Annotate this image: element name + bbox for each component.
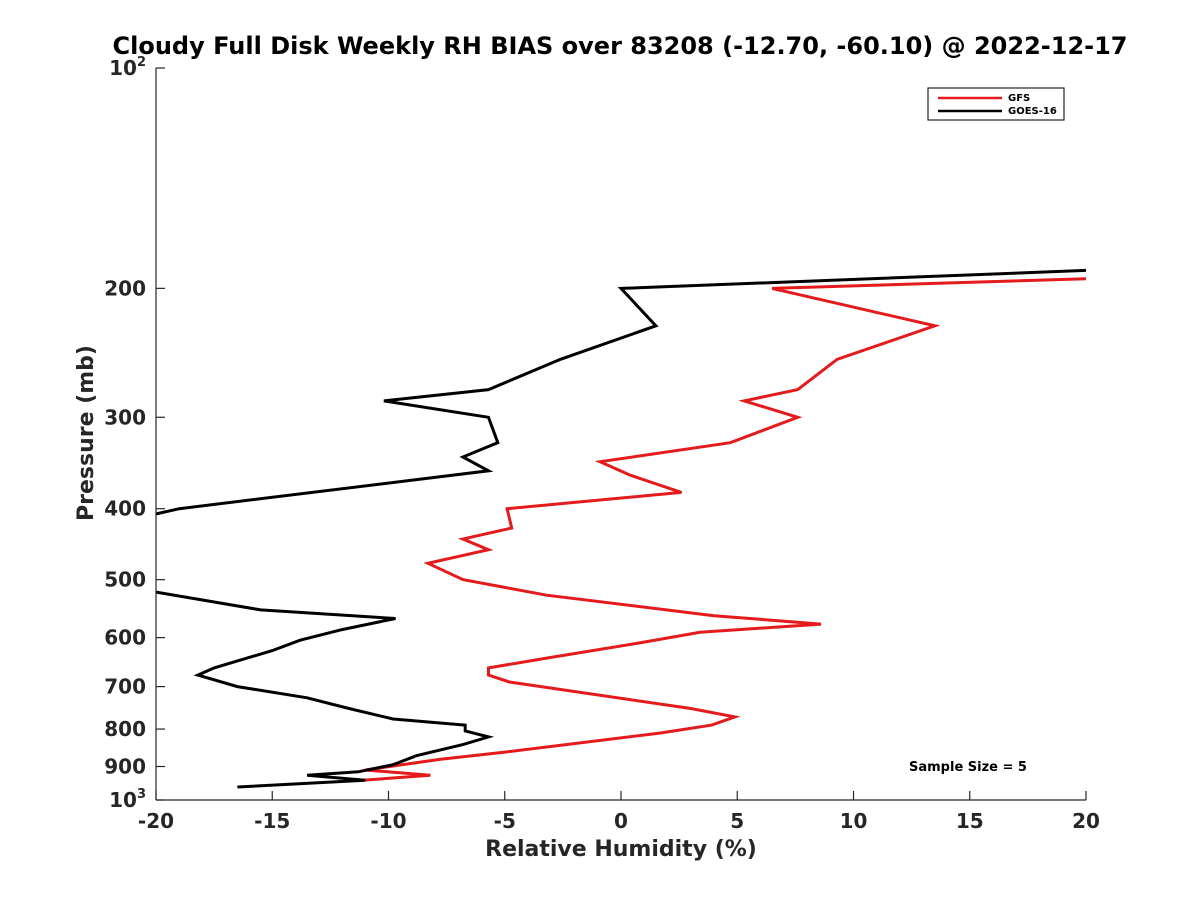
y-tick-label: 700	[104, 675, 146, 699]
x-tick-label: -5	[494, 809, 516, 833]
sample-size-annotation: Sample Size = 5	[909, 760, 1027, 775]
y-axis-label: Pressure (mb)	[74, 345, 99, 521]
y-tick-label: 600	[104, 626, 146, 650]
x-tick-label: 5	[730, 809, 744, 833]
y-tick-label: 400	[104, 497, 146, 521]
y-tick-label: 500	[104, 568, 146, 592]
x-tick-label: 0	[614, 809, 628, 833]
y-tick-label: 103	[109, 787, 146, 812]
x-tick-label: -15	[254, 809, 290, 833]
series-line-goes16	[156, 268, 1086, 789]
plot-area: -20 -15 -10 -5 0 5 10 15 20 102 200 300 400 500 600 70…	[104, 55, 1100, 833]
legend-box	[927, 87, 1065, 121]
legend: GFS GOES-16	[927, 87, 1065, 121]
chart-title: Cloudy Full Disk Weekly RH BIAS over 832…	[113, 32, 1128, 60]
y-tick-label: 102	[109, 55, 146, 80]
y-tick-label: 300	[104, 405, 146, 429]
y-tick-label: 800	[104, 717, 146, 741]
legend-label-gfs: GFS	[1008, 93, 1030, 104]
series-layer	[156, 268, 1086, 789]
x-tick-label: 10	[840, 809, 868, 833]
y-tick-label: 900	[104, 755, 146, 779]
x-tick-label: -20	[138, 809, 174, 833]
series-line-gfs	[362, 277, 1086, 782]
legend-label-goes16: GOES-16	[1008, 106, 1057, 117]
y-tick-label: 200	[104, 276, 146, 300]
y-ticks: 102 200 300 400 500 600 700 800 900 103	[104, 55, 165, 812]
x-tick-label: -10	[370, 809, 406, 833]
x-tick-label: 20	[1072, 809, 1100, 833]
x-ticks: -20 -15 -10 -5 0 5 10 15 20	[138, 791, 1100, 833]
x-tick-label: 15	[956, 809, 984, 833]
x-axis-label: Relative Humidity (%)	[485, 837, 757, 862]
